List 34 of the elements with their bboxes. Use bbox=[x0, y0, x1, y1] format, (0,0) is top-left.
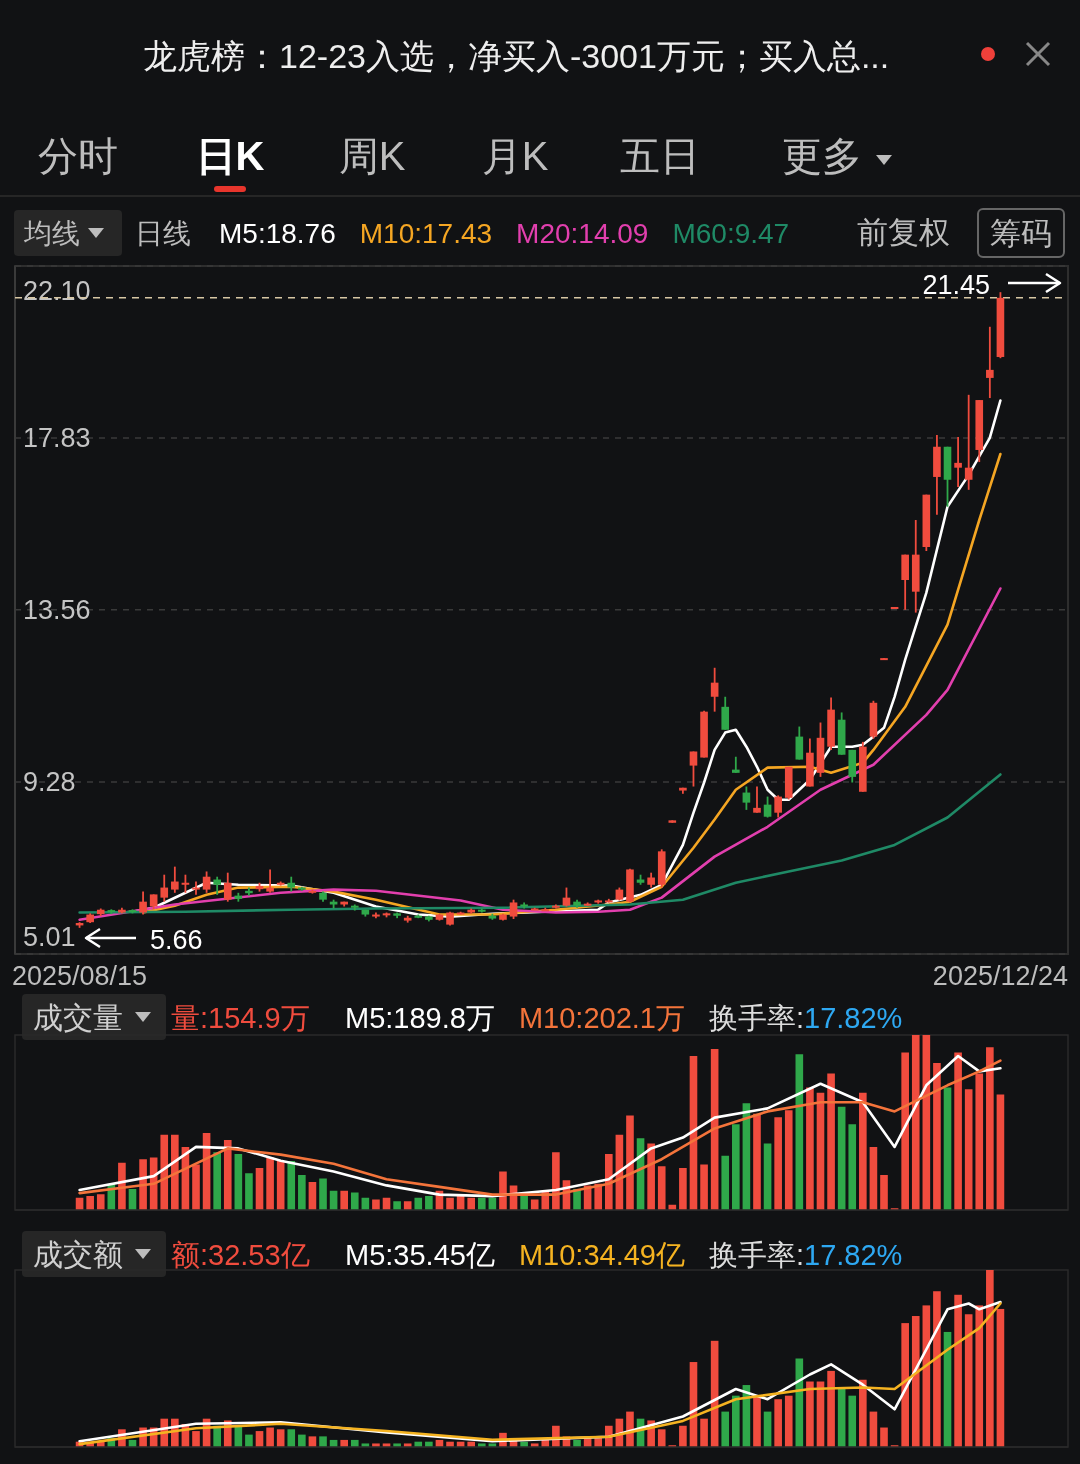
legend: 量:154.9万 bbox=[171, 1002, 310, 1034]
ytick: 22.10 bbox=[23, 276, 91, 306]
label: 月K bbox=[481, 134, 549, 178]
legend: M20:14.09 bbox=[516, 218, 649, 249]
legend: M10:17.43 bbox=[359, 218, 493, 249]
legend: M60:9.47 bbox=[672, 218, 790, 249]
label: 日线 bbox=[135, 218, 191, 249]
legend: M5:35.45亿 bbox=[345, 1239, 495, 1271]
label: 21.45 bbox=[922, 270, 990, 300]
ytick: 13.56 bbox=[23, 594, 91, 625]
label: 日K bbox=[195, 134, 265, 178]
title: 龙虎榜：12-23入选，净买入-3001万元；买入总... bbox=[143, 37, 890, 75]
legend: M5:18.76 bbox=[219, 218, 336, 249]
legend: M5:189.8万 bbox=[345, 1002, 495, 1034]
legend: M10:202.1万 bbox=[518, 1002, 685, 1034]
ytick: 5.01 bbox=[23, 922, 76, 952]
title: 成交量 bbox=[33, 1001, 123, 1034]
xtick: 2025/08/15 bbox=[12, 961, 148, 991]
legend: 额:32.53亿 bbox=[171, 1239, 310, 1271]
label: 周K bbox=[338, 134, 406, 178]
label: 5.66 bbox=[150, 925, 203, 955]
label: 均线 bbox=[24, 218, 80, 249]
label: 筹码 bbox=[990, 216, 1052, 251]
legend: M10:34.49亿 bbox=[518, 1239, 685, 1271]
label: 前复权 bbox=[857, 215, 950, 250]
ytick: 17.83 bbox=[23, 422, 91, 453]
ytick: 9.28 bbox=[23, 767, 76, 798]
label: 换手率:17.82% bbox=[708, 1002, 903, 1034]
title: 成交额 bbox=[33, 1238, 123, 1271]
label: 更多 bbox=[782, 134, 862, 178]
xtick: 2025/12/24 bbox=[932, 961, 1068, 991]
label: 换手率:17.82% bbox=[708, 1239, 903, 1271]
label: 分时 bbox=[38, 134, 118, 178]
label: 五日 bbox=[620, 134, 700, 178]
